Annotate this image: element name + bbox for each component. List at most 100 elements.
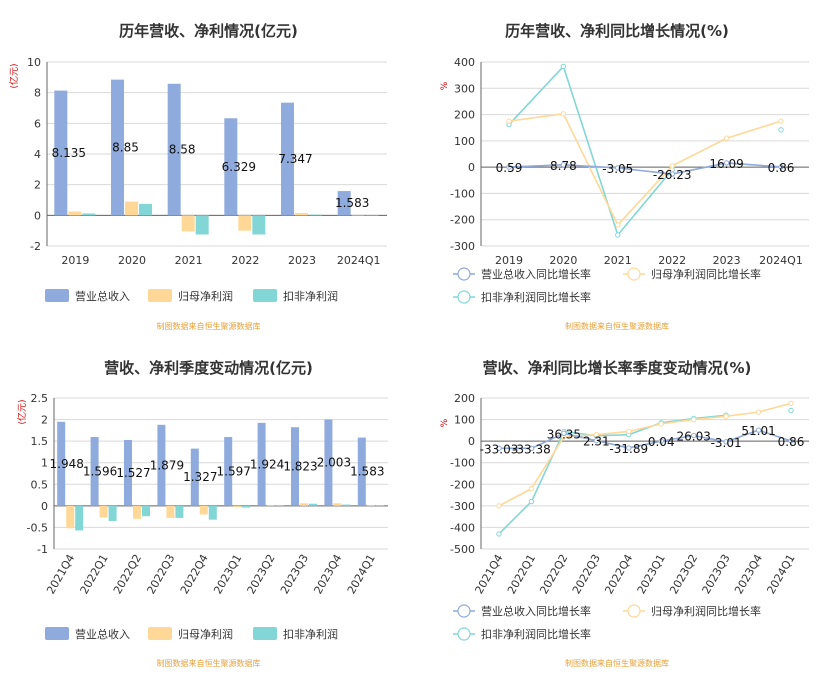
data-label: 8.135 (52, 146, 86, 160)
legend-label: 扣非净利润同比增长率 (481, 290, 591, 304)
bar-netprofit (66, 505, 75, 529)
series-point (658, 421, 664, 427)
y-tick-label: 400 (454, 56, 475, 69)
bar-deducted (252, 215, 266, 235)
series-point (658, 438, 664, 444)
x-tick-label: 2022 (231, 254, 259, 267)
bar-netprofit (300, 503, 308, 506)
bar-chart-annual: -2 0 2 4 6 8 10 (亿元) 8.135 8.85 8.58 6.329 7.347 1.58… (8, 56, 387, 303)
series-point (788, 400, 794, 407)
chart-title: 历年营收、净利同比增长情况(%) (505, 22, 729, 40)
bar-deducted (108, 505, 117, 521)
data-label: 1.583 (335, 196, 369, 210)
x-tick-label: 2021Q4 (44, 552, 77, 596)
y-tick-label: -200 (450, 214, 475, 227)
series-point (723, 160, 730, 166)
series-point (788, 407, 794, 414)
series-point (506, 164, 512, 170)
data-label: 8.58 (169, 143, 196, 157)
data-label: -33.03 (480, 442, 519, 456)
bar-revenue (124, 439, 132, 506)
series-point (723, 413, 729, 420)
series-point (778, 164, 784, 170)
x-tick-label: 2020 (549, 254, 577, 267)
bar-revenue (324, 419, 333, 506)
bar-netprofit (333, 503, 342, 506)
bar-revenue (57, 421, 66, 506)
series-point (690, 416, 697, 423)
y-tick-label: -100 (450, 457, 475, 470)
series-point (723, 135, 730, 141)
x-tick-label: 2021Q4 (473, 552, 506, 596)
legend-label: 营业总收入同比增长率 (481, 267, 591, 281)
series-line (498, 429, 792, 450)
data-label: 1.527 (116, 466, 150, 480)
series-point (626, 445, 632, 451)
legend-label: 归母净利润 (178, 289, 233, 303)
bar-netprofit (181, 215, 195, 232)
x-tick-label: 2023Q3 (278, 552, 311, 596)
y-axis-label: % (440, 81, 450, 90)
bar-netprofit (233, 505, 242, 508)
series-line (508, 162, 782, 175)
y-tick-label: -1 (37, 543, 48, 556)
bar-deducted (75, 505, 84, 531)
x-tick-label: 2023Q3 (700, 552, 733, 596)
data-label: -3.01 (711, 436, 742, 450)
series-point (506, 118, 512, 124)
source-note: 制图数据来自恒生聚源数据库 (565, 659, 669, 668)
series-point (690, 432, 697, 439)
x-tick-label: 2020 (118, 254, 146, 267)
legend-marker (627, 267, 641, 281)
data-label: 0.04 (648, 435, 675, 449)
y-tick-label: 0 (41, 500, 48, 513)
y-tick-label: 0 (34, 209, 41, 222)
chart-panel-quarterly-revenue: 营收、净利季度变动情况(亿元) -1 -0.5 0 0.5 1 1.5 2 2.5 (亿元) 1.… (0, 339, 417, 678)
bar-revenue (257, 422, 266, 506)
legend-label: 扣非净利润同比增长率 (481, 627, 591, 641)
source-note: 制图数据来自恒生聚源数据库 (156, 322, 261, 331)
bar-revenue (357, 437, 366, 506)
legend-label: 营业总收入 (75, 289, 130, 303)
series-point (560, 63, 567, 70)
y-tick-label: 100 (454, 414, 475, 427)
series-line (508, 112, 782, 227)
series-point (615, 165, 621, 171)
legend-label: 扣非净利润 (283, 289, 338, 303)
data-label: -26.23 (653, 168, 692, 182)
bar-revenue (111, 79, 124, 216)
y-tick-label: -500 (450, 543, 475, 556)
bar-revenue (190, 448, 199, 506)
data-label: 0.86 (778, 435, 805, 449)
series-point (755, 409, 762, 415)
data-label: -33.38 (512, 442, 551, 456)
legend-swatch (148, 289, 172, 302)
y-tick-label: 0 (468, 435, 475, 448)
legend-marker (457, 604, 471, 618)
chart-title: 营收、净利季度变动情况(亿元) (104, 359, 313, 377)
bar-deducted (175, 505, 184, 518)
x-tick-label: 2019 (61, 254, 89, 267)
series-point (561, 430, 567, 437)
x-tick-label: 2022Q1 (505, 552, 538, 596)
line-chart-quarterly-growth: -500 -400 -300 -200 -100 0 100 200% -33.03-33.38… (440, 392, 809, 641)
x-tick-label: 2022Q3 (570, 552, 603, 596)
data-label: 1.924 (250, 457, 284, 471)
source-note: 制图数据来自恒生聚源数据库 (565, 322, 669, 331)
bar-deducted (342, 504, 351, 506)
series-point (788, 438, 794, 444)
bar-netprofit (295, 213, 308, 216)
y-axis-label: (亿元) (8, 63, 20, 88)
bar-deducted (242, 505, 251, 508)
chart-panel-annual-revenue: 历年营收、净利情况(亿元) -2 0 2 4 6 8 10 (亿元) 8.135 8.85 8.58… (0, 0, 417, 339)
bar-deducted (195, 215, 209, 235)
bar-deducted (375, 505, 384, 506)
y-tick-label: 6 (34, 117, 41, 130)
x-tick-label: 2022Q1 (78, 552, 111, 596)
series-point (723, 439, 729, 445)
y-tick-label: -2 (30, 240, 41, 253)
y-tick-label: 1 (41, 457, 48, 470)
bar-deducted (365, 215, 379, 216)
x-tick-label: 2024Q1 (765, 552, 798, 596)
bar-revenue (167, 83, 181, 216)
